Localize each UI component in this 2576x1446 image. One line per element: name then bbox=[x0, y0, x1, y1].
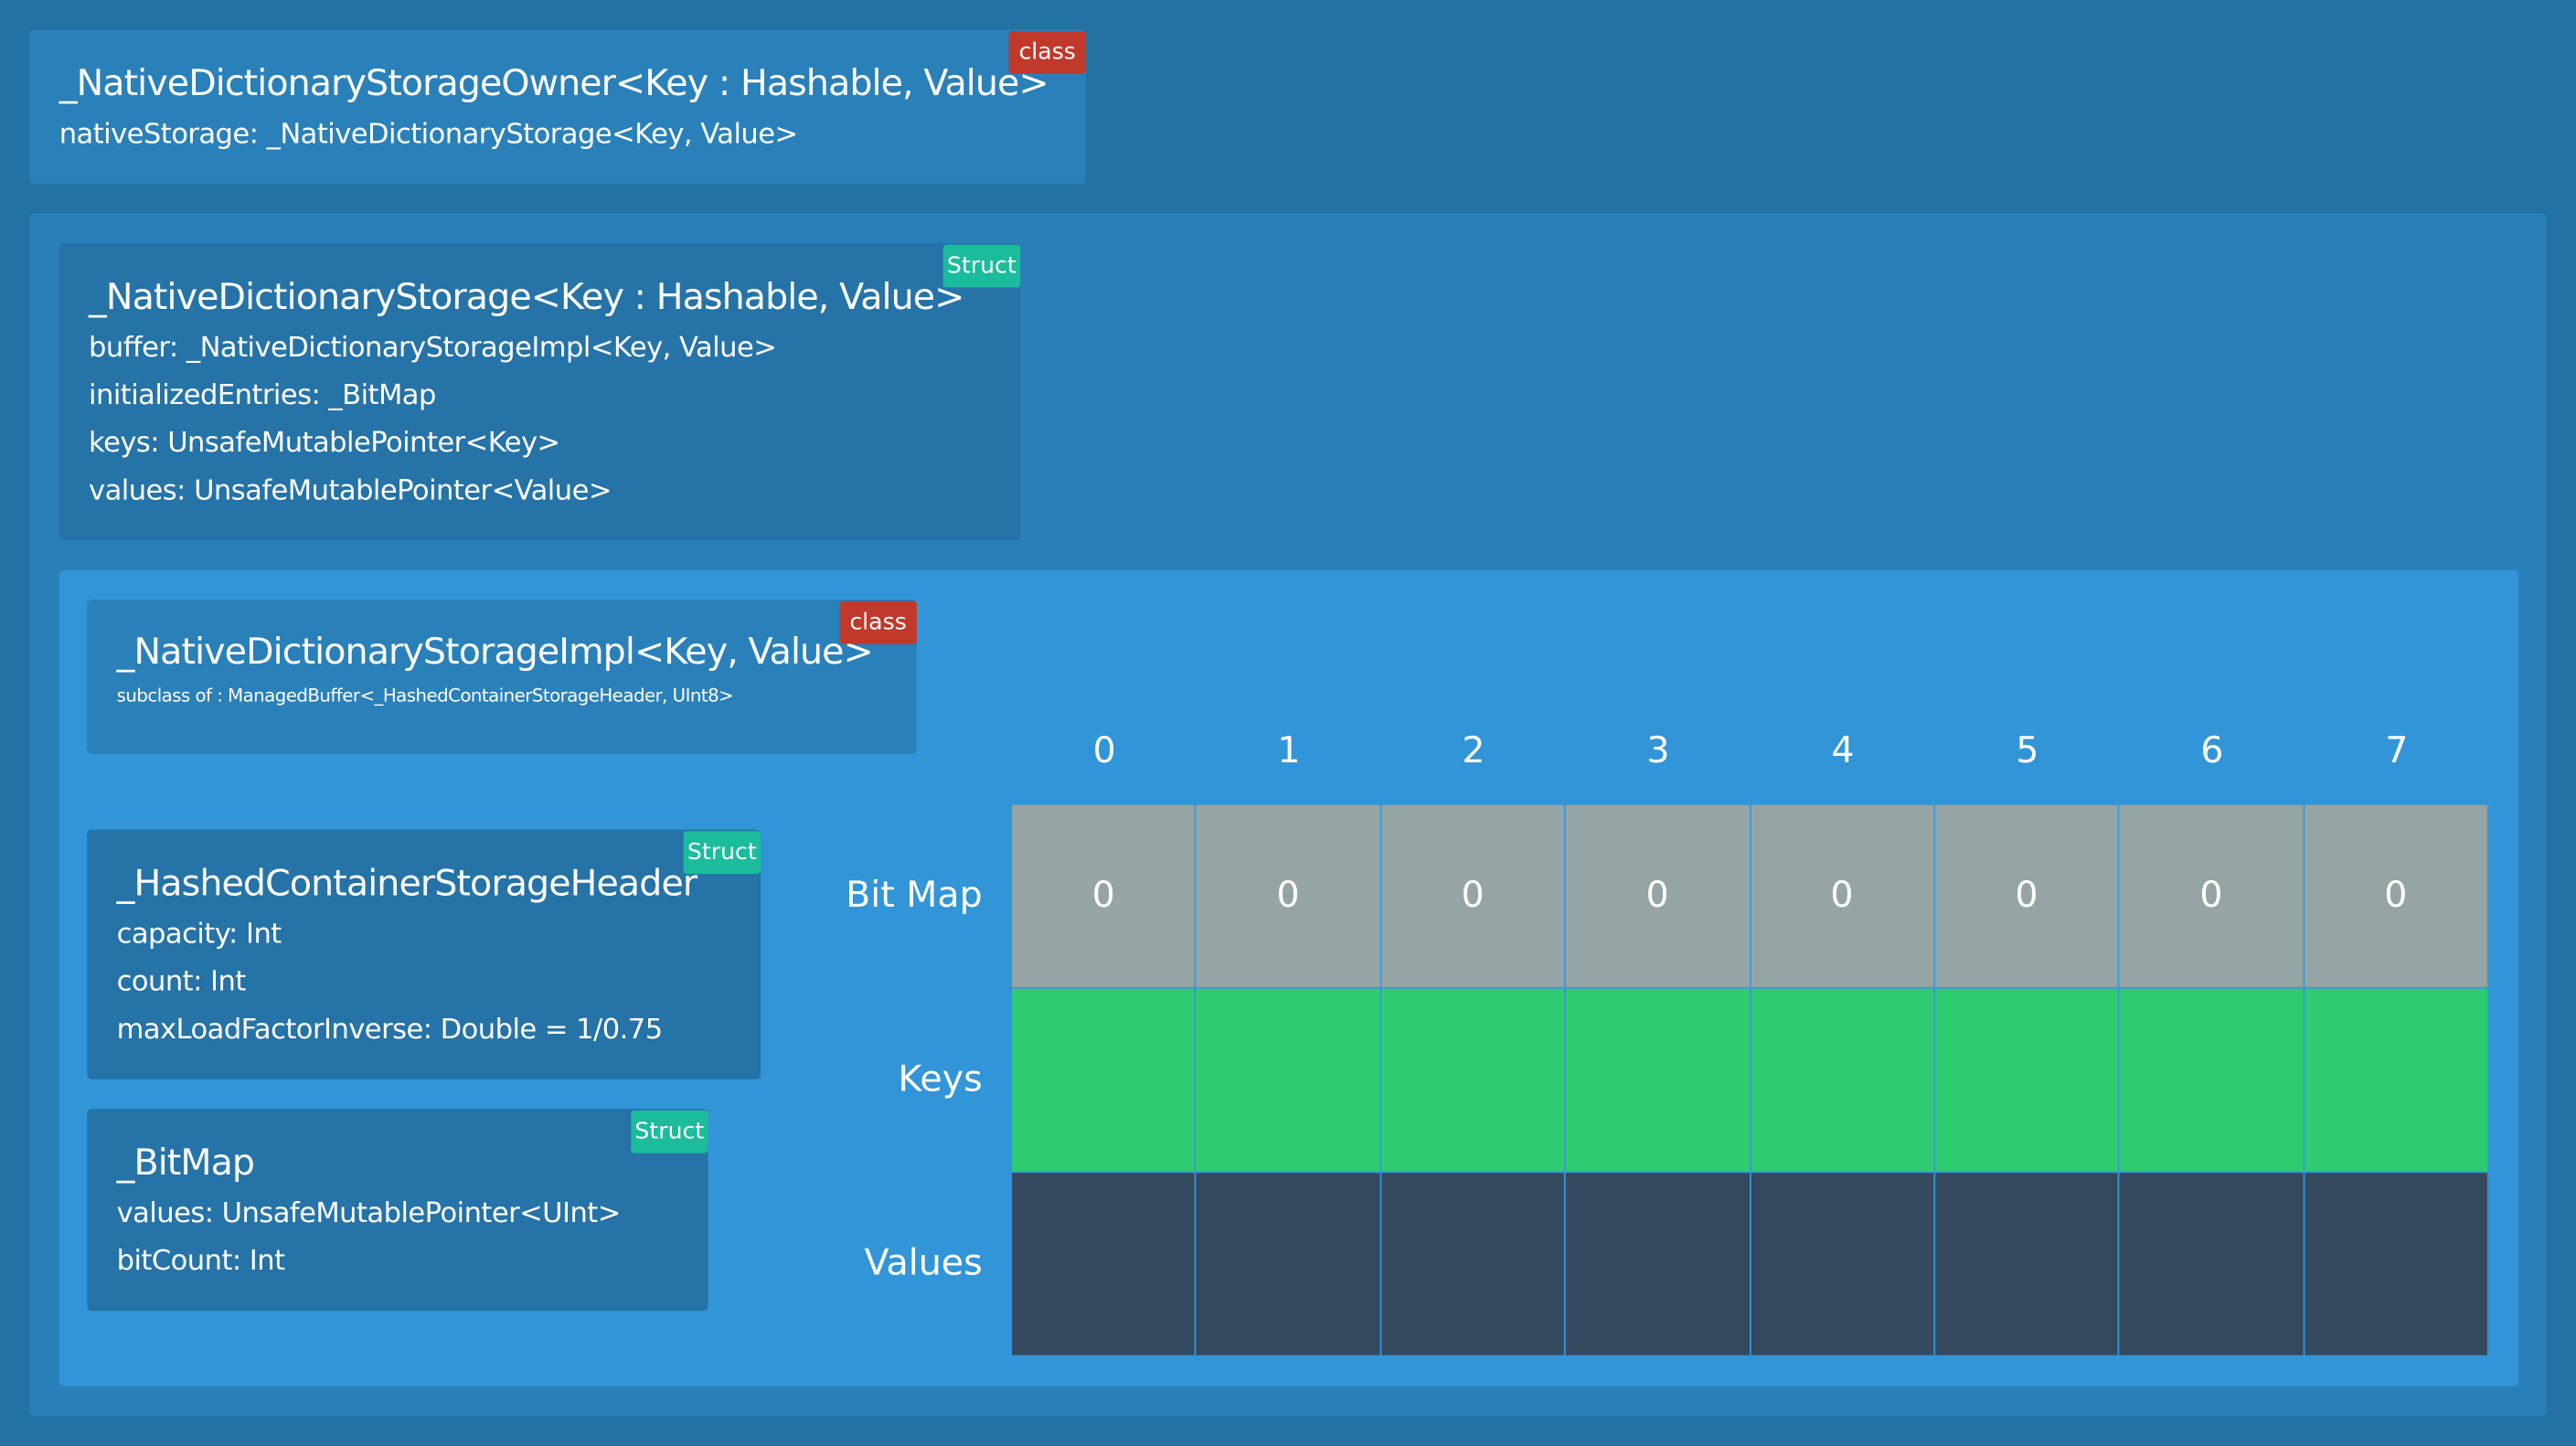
table-cell: 0 bbox=[2119, 804, 2305, 989]
table-cell bbox=[1012, 988, 1198, 1174]
type-field: initializedEntries: _BitMap bbox=[89, 379, 436, 413]
type-badge: Struct bbox=[683, 831, 761, 875]
type-title: _NativeDictionaryStorageOwner<Key : Hash… bbox=[59, 64, 1049, 106]
type-field: maxLoadFactorInverse: Double = 1/0.75 bbox=[116, 1013, 664, 1047]
table-cell bbox=[1380, 988, 1566, 1174]
table-cell bbox=[2304, 988, 2489, 1174]
table-cell: 0 bbox=[1750, 804, 1935, 989]
column-index: 0 bbox=[1092, 730, 1116, 772]
type-field: count: Int bbox=[116, 965, 247, 999]
type-box: _BitMap values: UnsafeMutablePointer<UInt… bbox=[87, 1109, 708, 1312]
type-box: _NativeDictionaryStorageOwner<Key : Hash… bbox=[29, 29, 1086, 185]
type-title: _NativeDictionaryStorage<Key : Hashable,… bbox=[89, 277, 964, 319]
table-cell bbox=[1565, 1173, 1751, 1357]
table-cell: 0 bbox=[1197, 804, 1381, 989]
table-cell bbox=[1197, 988, 1381, 1174]
row-label: Values bbox=[864, 1243, 983, 1285]
table-cell bbox=[2119, 1173, 2305, 1357]
table-cell: 0 bbox=[2304, 804, 2489, 989]
table-cell bbox=[1380, 1173, 1566, 1357]
type-title: _BitMap bbox=[116, 1143, 255, 1185]
column-index: 6 bbox=[2200, 730, 2224, 772]
table-cell bbox=[1197, 1173, 1381, 1357]
type-field: buffer: _NativeDictionaryStorageImpl<Key… bbox=[89, 332, 777, 365]
type-badge: Struct bbox=[631, 1110, 708, 1154]
column-index: 1 bbox=[1277, 730, 1301, 772]
type-title: _HashedContainerStorageHeader bbox=[116, 864, 698, 906]
type-field: values: UnsafeMutablePointer<Value> bbox=[89, 474, 612, 508]
table-cell: 0 bbox=[1565, 804, 1751, 989]
table-cell bbox=[2304, 1173, 2489, 1357]
type-field: nativeStorage: _NativeDictionaryStorage<… bbox=[59, 118, 798, 152]
row-label: Keys bbox=[898, 1059, 983, 1101]
type-field: capacity: Int bbox=[116, 918, 282, 952]
table-cell bbox=[1934, 1173, 2120, 1357]
column-index: 4 bbox=[1831, 730, 1855, 772]
column-index: 5 bbox=[2016, 730, 2039, 772]
type-title: _NativeDictionaryStorageImpl<Key, Value> bbox=[116, 632, 874, 674]
type-field: values: UnsafeMutablePointer<UInt> bbox=[116, 1197, 622, 1231]
type-subtitle: subclass of : ManagedBuffer<_HashedConta… bbox=[116, 685, 734, 707]
table-cell: 0 bbox=[1934, 804, 2120, 989]
table-cell bbox=[1565, 988, 1751, 1174]
table-cell bbox=[1934, 988, 2120, 1174]
type-badge: class bbox=[839, 601, 917, 644]
column-index: 7 bbox=[2385, 730, 2409, 772]
row-label: Bit Map bbox=[846, 875, 983, 917]
type-field: keys: UnsafeMutablePointer<Key> bbox=[89, 427, 560, 461]
type-badge: class bbox=[1008, 31, 1086, 74]
type-box: _HashedContainerStorageHeader capacity: I… bbox=[87, 829, 761, 1079]
table-cell: 0 bbox=[1380, 804, 1566, 989]
column-index: 3 bbox=[1646, 730, 1670, 772]
table-cell bbox=[1750, 988, 1935, 1174]
table-cell: 0 bbox=[1012, 804, 1198, 989]
type-box: _NativeDictionaryStorageImpl<Key, Value>… bbox=[87, 599, 917, 754]
table-cell bbox=[2119, 988, 2305, 1174]
table-cell bbox=[1750, 1173, 1935, 1357]
table-cell bbox=[1012, 1173, 1198, 1357]
type-badge: Struct bbox=[942, 244, 1021, 288]
type-box: _NativeDictionaryStorage<Key : Hashable,… bbox=[59, 242, 1021, 541]
type-field: bitCount: Int bbox=[116, 1245, 285, 1279]
column-index: 2 bbox=[1462, 730, 1485, 772]
